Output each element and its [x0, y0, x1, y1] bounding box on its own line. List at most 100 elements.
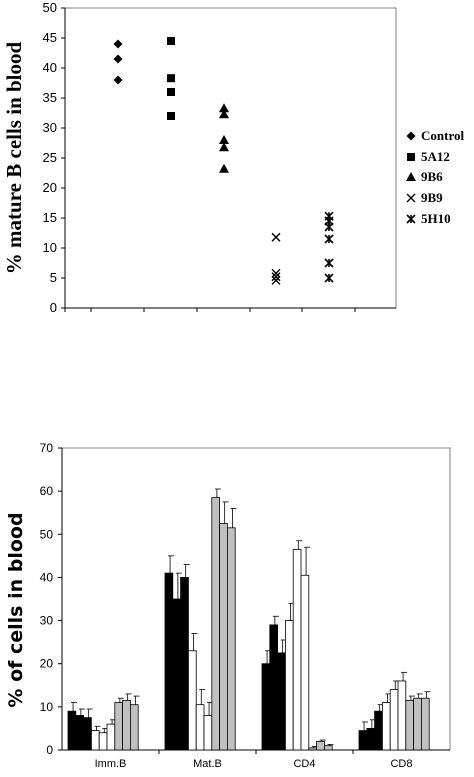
scatter-plot-area	[64, 7, 397, 309]
scatter-y-ticks: 0 5 10 15 20 25 30 35 40 45 50	[43, 0, 65, 315]
bar-category-label: CD8	[390, 758, 412, 770]
bar-y-tick-label: 70	[40, 441, 54, 455]
scatter-point-5h10	[324, 258, 334, 268]
scatter-point-9b9	[271, 272, 281, 282]
bar	[413, 697, 422, 751]
bar	[98, 732, 108, 751]
legend-label-control: Control	[421, 128, 464, 143]
legend-label-9b9: 9B9	[421, 190, 443, 205]
bar-y-tick-label: 10	[40, 700, 54, 714]
bar-category-label: Imm.B	[95, 758, 127, 770]
bar	[269, 624, 278, 751]
bar-x-ticks: Imm.B Mat.B CD4 CD8	[95, 750, 413, 770]
legend-marker-9b9	[406, 193, 416, 203]
scatter-y-tick-label: 15	[43, 210, 57, 225]
bar	[211, 497, 221, 751]
bar	[308, 747, 317, 751]
bar	[164, 572, 174, 751]
scatter-point-9b9	[271, 268, 281, 278]
bar-y-ticks: 0 10 20 30 40 50 60 70	[40, 441, 62, 757]
legend-marker-5a12	[407, 153, 415, 161]
legend-label-5a12: 5A12	[421, 149, 450, 164]
bar-y-axis-label: % of cells in blood	[5, 512, 27, 707]
bar-chart: % of cells in blood 0 10 20 30 40 50 60 70 Imm.…	[5, 441, 451, 770]
bar	[381, 702, 391, 751]
scatter-x-ticks	[64, 308, 356, 312]
scatter-point-control	[113, 75, 123, 85]
legend-marker-control	[406, 131, 416, 141]
scatter-y-tick-label: 50	[43, 0, 57, 15]
scatter-point-5a12	[167, 88, 175, 96]
bar	[316, 740, 325, 751]
legend-label-9b6: 9B6	[421, 169, 443, 184]
scatter-point-9b9	[271, 275, 281, 285]
bar-y-tick-label: 50	[40, 527, 54, 541]
bar	[405, 699, 414, 751]
scatter-points	[113, 37, 334, 285]
bar	[323, 745, 333, 751]
scatter-point-5a12	[167, 74, 175, 83]
legend-marker-9b6	[406, 172, 416, 181]
scatter-point-5a12	[167, 37, 175, 45]
bar	[122, 699, 131, 751]
scatter-y-tick-label: 30	[43, 120, 57, 135]
bar	[83, 717, 92, 751]
bar	[114, 702, 124, 751]
scatter-point-5h10	[324, 273, 334, 283]
scatter-point-9b6	[219, 142, 229, 152]
scatter-chart: % mature B cells in blood 0 5 10 15 20 25 30 35…	[2, 0, 464, 315]
bar	[180, 577, 189, 751]
bar	[172, 598, 182, 751]
scatter-y-tick-label: 10	[43, 240, 57, 255]
legend-label-5h10: 5H10	[421, 211, 451, 226]
bar-y-tick-label: 20	[40, 657, 54, 671]
bar-y-tick-label: 0	[46, 743, 53, 757]
bar	[129, 704, 139, 751]
bar	[67, 710, 77, 751]
scatter-y-tick-label: 35	[43, 90, 57, 105]
bar	[389, 689, 399, 751]
scatter-point-9b6	[219, 109, 229, 119]
scatter-point-control	[113, 54, 123, 64]
bar-category-label: CD4	[293, 758, 315, 770]
bar-category-label: Mat.B	[193, 758, 222, 770]
scatter-point-5a12	[167, 112, 175, 120]
bar-y-tick-label: 60	[40, 484, 54, 498]
bar	[91, 730, 100, 751]
bar	[261, 663, 271, 751]
bar	[277, 652, 286, 751]
scatter-point-9b9	[271, 232, 281, 242]
scatter-point-5h10	[324, 234, 334, 244]
bar	[219, 523, 228, 751]
scatter-point-9b6	[219, 103, 229, 113]
legend-marker-5h10	[406, 214, 416, 224]
bar	[420, 697, 430, 751]
bar	[187, 650, 197, 751]
scatter-point-5h10	[324, 216, 334, 226]
scatter-y-tick-label: 25	[43, 150, 57, 165]
bar-bars	[67, 488, 431, 751]
scatter-legend: Control 5A12 9B6 9B9 5H10	[406, 128, 464, 226]
scatter-point-9b6	[219, 163, 229, 173]
scatter-y-tick-label: 5	[50, 270, 57, 285]
scatter-y-tick-label: 45	[43, 30, 57, 45]
bar	[366, 728, 375, 751]
scatter-point-control	[113, 39, 123, 49]
scatter-y-tick-label: 0	[50, 300, 57, 315]
bar	[203, 715, 213, 751]
scatter-y-axis-label: % mature B cells in blood	[2, 41, 26, 274]
bar-y-tick-label: 30	[40, 614, 54, 628]
bar	[300, 574, 310, 751]
bar	[75, 715, 85, 751]
bar	[284, 620, 294, 751]
bar	[374, 710, 383, 751]
bar	[358, 730, 368, 751]
bar	[292, 548, 302, 751]
scatter-point-9b6	[219, 135, 229, 144]
scatter-y-tick-label: 40	[43, 60, 57, 75]
bar	[226, 527, 236, 751]
bar	[195, 704, 205, 751]
bar	[106, 723, 116, 751]
bar-y-tick-label: 40	[40, 570, 54, 584]
